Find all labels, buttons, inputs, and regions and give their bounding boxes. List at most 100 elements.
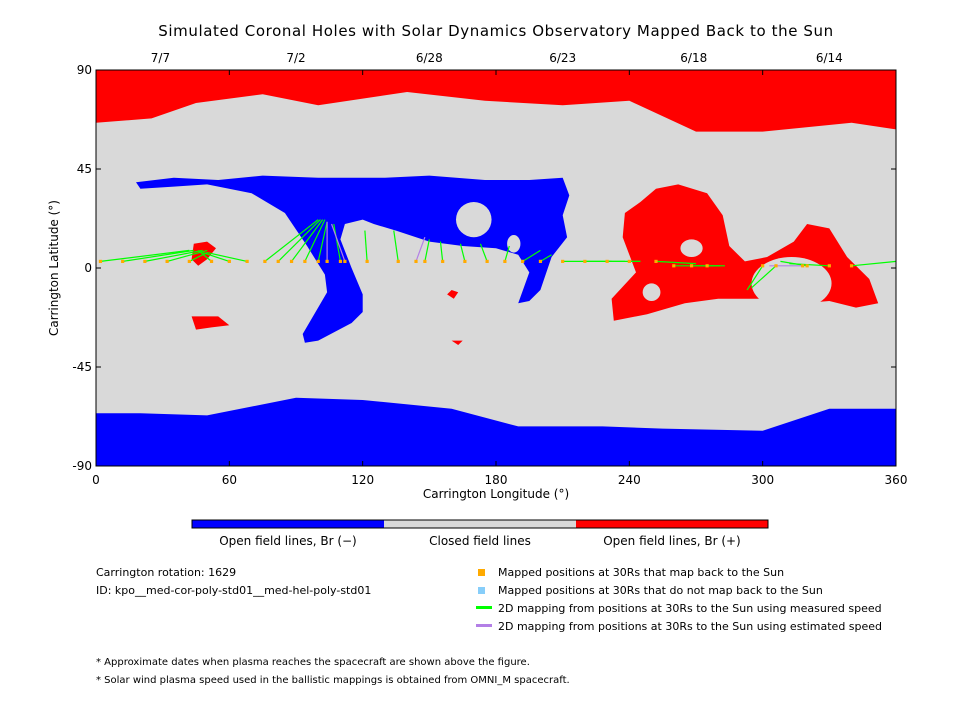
colorbar-open-negative: [192, 520, 384, 528]
y-tick-label-3: -45: [72, 360, 92, 374]
mapped-position-point-28: [672, 264, 676, 268]
mapped-position-point-32: [774, 264, 778, 268]
measured-mapping-line-19: [479, 243, 488, 262]
mapped-position-point-12: [316, 259, 320, 263]
legend-text-mapped: Mapped positions at 30Rs that map back t…: [498, 566, 785, 579]
measured-mapping-line-5: [197, 249, 212, 262]
mapped-position-point-30: [705, 264, 709, 268]
mapped-position-point-18: [463, 259, 467, 263]
colorbar-frame: [191, 519, 769, 529]
x-tick-label-6: 360: [885, 473, 908, 487]
mapped-position-point-22: [538, 259, 543, 263]
measured-mapping-line-16: [424, 239, 430, 262]
mapped-position-point-24: [583, 259, 587, 263]
mapped-position-point-8: [263, 259, 267, 263]
measured-mapping-line-10: [291, 219, 324, 262]
measured-mapping-line-22: [540, 254, 552, 262]
date-tick-label-0: 7/7: [151, 51, 170, 65]
mapping-lines: [100, 219, 896, 291]
measured-mapping-line-34: [789, 263, 830, 267]
x-axis-ticks: 0 60 120 180 240 300 360: [92, 70, 907, 487]
measured-mapping-line-14: [364, 230, 368, 262]
mapped-position-point-25: [605, 259, 609, 263]
colorbar-closed: [384, 520, 576, 528]
legend-swatch-mapped: [478, 569, 485, 576]
measured-mapping-line-7: [206, 252, 248, 262]
mapped-position-point-39: [801, 264, 805, 268]
y-tick-label-0: 90: [77, 63, 92, 77]
mapped-position-point-1: [121, 259, 125, 263]
measured-mapping-line-20: [504, 245, 510, 262]
measured-mapping-line-35: [851, 260, 896, 267]
mapped-position-point-20: [503, 259, 507, 263]
mapped-position-point-5: [209, 259, 214, 263]
mapped-position-point-29: [689, 264, 694, 268]
x-tick-label-5: 300: [751, 473, 774, 487]
region-south-polar-negative: [96, 397, 896, 466]
measured-mapping-line-17: [439, 241, 444, 262]
closed-field-islands: [456, 202, 832, 310]
mapped-position-point-21: [521, 259, 525, 263]
x-axis-label: Carrington Longitude (°): [423, 487, 569, 501]
mapped-position-point-13: [338, 259, 343, 263]
plot-area: [96, 70, 896, 466]
mapped-position-point-37: [343, 259, 347, 263]
mapped-position-point-19: [485, 259, 489, 263]
legend-line-estimated: [476, 624, 492, 627]
y-tick-label-1: 45: [77, 162, 92, 176]
mapped-position-point-17: [441, 259, 445, 263]
colorbar: Open field lines, Br (−) Closed field li…: [191, 519, 769, 548]
chart-title: Simulated Coronal Holes with Solar Dynam…: [158, 22, 834, 40]
legend-text-estimated: 2D mapping from positions at 30Rs to the…: [498, 620, 883, 633]
legend-text-not-mapped: Mapped positions at 30Rs that do not map…: [498, 584, 823, 597]
y-axis-ticks: 90 45 0 -45 -90: [72, 63, 896, 473]
measured-mapping-line-13: [333, 223, 342, 262]
y-tick-label-4: -90: [72, 459, 92, 473]
measured-mapping-line-11: [304, 219, 326, 262]
footnote-dates: * Approximate dates when plasma reaches …: [96, 657, 530, 668]
colorbar-open-positive: [576, 520, 768, 528]
mapped-positions: [98, 259, 854, 268]
mapped-position-point-34: [827, 264, 831, 268]
measured-mapping-line-21: [522, 249, 541, 262]
region-small-positive-patch-c: [447, 290, 459, 299]
mapped-position-point-11: [303, 259, 307, 263]
date-tick-label-3: 6/23: [549, 51, 576, 65]
measured-mapping-line-27: [655, 260, 697, 265]
mapped-position-point-36: [325, 259, 329, 263]
mapped-position-point-3: [165, 259, 169, 263]
x-tick-label-2: 120: [351, 473, 374, 487]
colorbar-label-closed: Closed field lines: [429, 534, 531, 548]
closed-island-2: [680, 239, 703, 257]
estimated-mapping-line-1: [330, 223, 346, 262]
estimated-mapping-line-2: [415, 236, 426, 262]
date-tick-label-1: 7/2: [286, 51, 305, 65]
region-small-positive-patch-b: [191, 316, 230, 330]
mapped-position-point-4: [187, 259, 191, 263]
measured-mapping-line-2: [144, 249, 203, 262]
mapped-position-point-33: [805, 264, 809, 268]
measured-mapping-line-18: [459, 243, 466, 262]
x-tick-label-3: 180: [485, 473, 508, 487]
model-id: ID: kpo__med-cor-poly-std01__med-hel-pol…: [96, 584, 372, 597]
mapped-position-point-10: [289, 259, 294, 263]
mapped-position-point-7: [245, 259, 249, 263]
measured-mapping-line-12: [317, 221, 328, 262]
date-tick-label-4: 6/18: [680, 51, 707, 65]
mapped-position-point-31: [761, 264, 765, 268]
measured-mapping-line-4: [189, 252, 208, 262]
measured-mapping-line-6: [202, 252, 230, 262]
mapped-position-point-0: [98, 259, 103, 263]
legend-line-measured: [476, 606, 492, 609]
closed-island-0: [456, 202, 492, 238]
y-axis-label: Carrington Latitude (°): [47, 200, 61, 336]
mapped-position-point-35: [849, 264, 854, 268]
mapped-position-point-9: [276, 259, 280, 263]
legend-swatch-not-mapped: [478, 587, 485, 594]
x-tick-label-1: 60: [222, 473, 237, 487]
region-small-positive-patch-d: [451, 340, 463, 345]
date-axis-ticks: 7/7 7/2 6/28 6/23 6/18 6/14: [151, 51, 843, 65]
measured-mapping-line-32: [751, 265, 777, 289]
x-tick-label-4: 240: [618, 473, 641, 487]
